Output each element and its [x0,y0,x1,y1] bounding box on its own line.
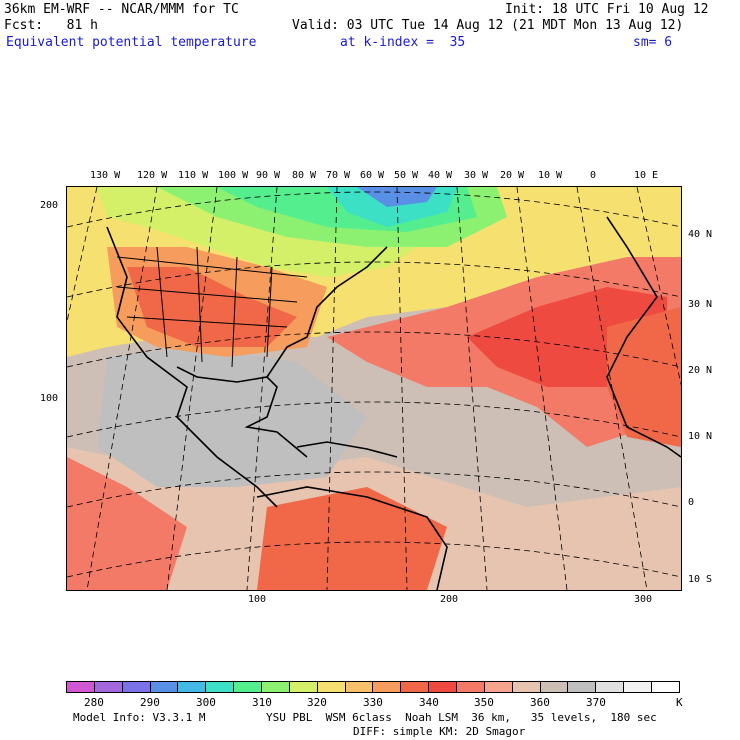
colorbar-label: 370 [586,696,606,709]
colorbar-swatch [67,682,95,692]
longitude-label: 40 W [428,170,453,181]
grid-label-bottom-300: 300 [634,594,653,605]
longitude-label: 130 W [90,170,121,181]
africa-region [607,307,681,447]
coastline-gulf [176,366,308,458]
colorbar-swatch [150,682,179,692]
field-name: Equivalent potential temperature [6,35,257,50]
latitude-label: 20 N [688,365,713,376]
longitude-label: 0 [590,170,597,181]
longitude-label: 60 W [360,170,385,181]
colorbar-swatch [457,682,485,692]
colorbar-swatch [289,682,318,692]
colorbar-swatch [122,682,151,692]
longitude-label: 100 W [218,170,249,181]
grid-label-left-100: 100 [40,393,59,404]
smoothing-label: sm= 6 [633,35,673,50]
colorbar-swatch [624,682,653,692]
colorbar-swatch [317,682,346,692]
colorbar [66,681,680,693]
latitude-label: 10 N [688,431,713,442]
colorbar-swatch [484,682,513,692]
coastline-south-america [256,486,448,590]
latitude-label: 0 [688,497,695,508]
valid-time: Valid: 03 UTC Tue 14 Aug 12 (21 MDT Mon … [292,18,684,33]
colorbar-swatch [512,682,541,692]
latitude-label: 30 N [688,299,713,310]
coastline-greater-antilles [296,441,398,458]
grid-label-bottom-200: 200 [440,594,459,605]
colorbar-label: 310 [252,696,272,709]
colorbar-label: 340 [419,696,439,709]
colorbar-swatch [178,682,207,692]
theta-e-map [67,187,681,590]
forecast-hour: Fcst: 81 h [4,18,98,33]
colorbar-swatch [345,682,374,692]
colorbar-label: 280 [84,696,104,709]
diffusion-info: DIFF: simple KM: 2D Smagor [353,725,526,738]
colorbar-label: 320 [307,696,327,709]
colorbar-label: 290 [140,696,160,709]
us-hot-core [127,267,297,347]
model-info: Model Info: V3.3.1 M [73,711,206,724]
colorbar-swatch [206,682,235,692]
longitude-label: 10 W [538,170,563,181]
coastlines [106,216,681,590]
physics-info: YSU PBL WSM 6class Noah LSM 36 km, 35 le… [266,711,657,724]
colorbar-swatch [234,682,263,692]
latitude-label: 40 N [688,229,713,240]
colorbar-swatch [429,682,458,692]
coastline-pacific-americas [106,226,278,508]
colorbar-label: 300 [196,696,216,709]
model-title: 36km EM-WRF -- NCAR/MMM for TC [4,2,239,17]
colorbar-swatch [94,682,123,692]
pacific-warm-strip [67,457,187,590]
grid-label-bottom-100: 100 [248,594,267,605]
coastline-east-us [266,246,388,378]
colorbar-label: K [676,696,683,709]
colorbar-swatch [596,682,625,692]
colorbar-swatch [540,682,569,692]
longitude-label: 70 W [326,170,351,181]
init-time: Init: 18 UTC Fri 10 Aug 12 [505,2,709,17]
latlon-grid [67,187,681,590]
longitude-label: 50 W [394,170,419,181]
longitude-label: 110 W [178,170,209,181]
gulf-caribbean-region [97,347,367,487]
longitude-label: 120 W [137,170,168,181]
longitude-label: 80 W [292,170,317,181]
latitude-label: 10 S [688,574,713,585]
longitude-label: 10 E [634,170,659,181]
colorbar-swatch [568,682,597,692]
political-boundaries [116,246,308,368]
map-panel [66,186,682,591]
south-america-region [257,487,447,590]
colorbar-swatch [401,682,430,692]
longitude-label: 30 W [464,170,489,181]
colorbar-label: 330 [363,696,383,709]
colorbar-label: 350 [474,696,494,709]
colorbar-swatch [262,682,290,692]
longitude-label: 20 W [500,170,525,181]
longitude-label: 90 W [256,170,281,181]
colorbar-swatch [373,682,402,692]
coastline-africa-europe [606,216,681,458]
grid-label-left-200: 200 [40,200,59,211]
level-label: at k-index = 35 [340,35,466,50]
colorbar-label: 360 [530,696,550,709]
colorbar-swatch [652,682,679,692]
